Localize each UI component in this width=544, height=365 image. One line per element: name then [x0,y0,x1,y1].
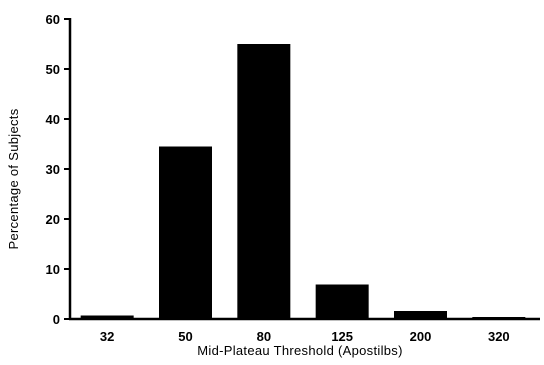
y-tick-label: 10 [46,262,60,277]
x-tick-label: 200 [410,329,432,344]
bar-125 [315,284,369,319]
y-tick-label: 60 [46,12,60,27]
y-tick-label: 40 [46,112,60,127]
x-tick-label: 125 [331,329,353,344]
x-tick-label: 320 [488,329,510,344]
x-tick-label: 80 [257,329,271,344]
y-tick-label: 0 [53,312,60,327]
bars [80,44,526,319]
y-tick-label: 20 [46,212,60,227]
y-axis-label: Percentage of Subjects [6,108,21,249]
y-tick-label: 30 [46,162,60,177]
bar-50 [159,146,212,319]
bar-32 [80,315,134,319]
y-axis-ticks: 0 10 20 30 40 50 60 [46,12,70,327]
bar-200 [394,311,447,319]
x-axis-ticks: 32 50 80 125 200 320 [100,329,510,344]
x-tick-label: 50 [178,329,192,344]
y-tick-label: 50 [46,62,60,77]
bar-80 [237,44,291,319]
x-tick-label: 32 [100,329,114,344]
x-axis-label: Mid-Plateau Threshold (Apostilbs) [197,343,402,358]
